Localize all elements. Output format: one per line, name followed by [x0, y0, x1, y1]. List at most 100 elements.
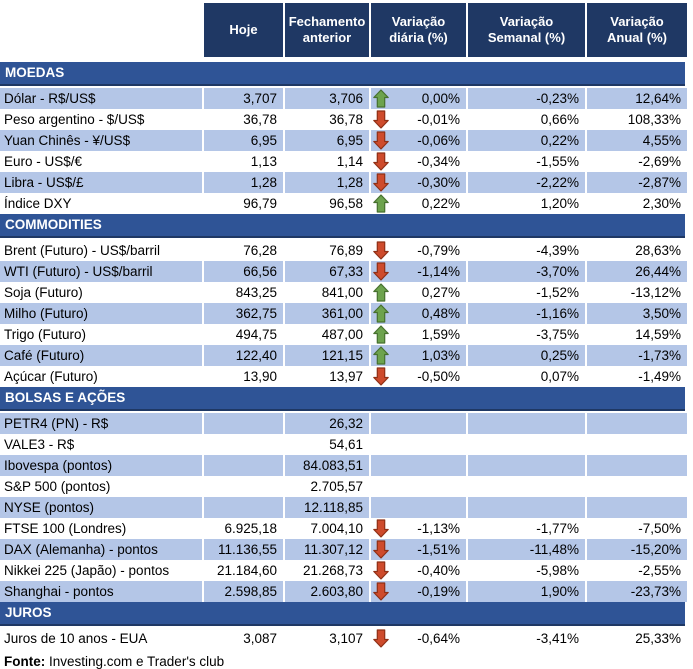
cell-variacao-anual: [587, 497, 687, 518]
table-row: Trigo (Futuro) 494,75 487,00 1,59% -3,75% 14,…: [0, 324, 687, 345]
row-label: Juros de 10 anos - EUA: [0, 628, 202, 649]
cell-variacao-diaria: -0,01%: [371, 109, 466, 130]
cell-variacao-anual: 4,55%: [587, 130, 687, 151]
arrow-down-icon: [373, 367, 389, 386]
cell-hoje: 6.925,18: [204, 518, 283, 539]
cell-hoje: [204, 497, 283, 518]
cell-fechamento-anterior: 1,28: [285, 172, 369, 193]
cell-variacao-semanal: -3,75%: [468, 324, 585, 345]
cell-variacao-semanal: [468, 434, 585, 455]
arrow-up-icon: [373, 325, 389, 344]
cell-variacao-anual: -1,73%: [587, 345, 687, 366]
table-row: Brent (Futuro) - US$/barril 76,28 76,89 -0,…: [0, 240, 687, 261]
cell-variacao-anual: -23,73%: [587, 581, 687, 602]
column-header-hoje: Hoje: [204, 3, 283, 57]
table-row: FTSE 100 (Londres) 6.925,18 7.004,10 -1,13%…: [0, 518, 687, 539]
table-row: Milho (Futuro) 362,75 361,00 0,48% -1,16% 3,5…: [0, 303, 687, 324]
cell-variacao-diaria: [371, 434, 466, 455]
section-header-juros: JUROS: [0, 602, 685, 626]
cell-hoje: [204, 413, 283, 434]
cell-variacao-diaria: 0,27%: [371, 282, 466, 303]
cell-fechamento-anterior: 3,706: [285, 88, 369, 109]
cell-hoje: 843,25: [204, 282, 283, 303]
cell-variacao-anual: 28,63%: [587, 240, 687, 261]
cell-fechamento-anterior: 3,107: [285, 628, 369, 649]
cell-variacao-semanal: -1,52%: [468, 282, 585, 303]
cell-variacao-anual: 12,64%: [587, 88, 687, 109]
cell-fechamento-anterior: 2.705,57: [285, 476, 369, 497]
row-label: Brent (Futuro) - US$/barril: [0, 240, 202, 261]
table-row: Euro - US$/€ 1,13 1,14 -0,34% -1,55% -2,69%: [0, 151, 687, 172]
cell-variacao-anual: 26,44%: [587, 261, 687, 282]
row-label: VALE3 - R$: [0, 434, 202, 455]
cell-variacao-semanal: -2,22%: [468, 172, 585, 193]
arrow-down-icon: [373, 262, 389, 281]
cell-fechamento-anterior: 54,61: [285, 434, 369, 455]
row-label: Peso argentino - $/US$: [0, 109, 202, 130]
cell-fechamento-anterior: 487,00: [285, 324, 369, 345]
row-label: S&P 500 (pontos): [0, 476, 202, 497]
column-header-variacao-semanal: Variação Semanal (%): [468, 3, 585, 57]
arrow-down-icon: [373, 152, 389, 171]
cell-variacao-semanal: 0,66%: [468, 109, 585, 130]
cell-fechamento-anterior: 361,00: [285, 303, 369, 324]
table-row: PETR4 (PN) - R$ 26,32: [0, 413, 687, 434]
cell-hoje: 13,90: [204, 366, 283, 387]
section-header-bolsas-e-acoes: BOLSAS E AÇÕES: [0, 387, 685, 411]
cell-hoje: 21.184,60: [204, 560, 283, 581]
arrow-up-icon: [373, 304, 389, 323]
row-label: NYSE (pontos): [0, 497, 202, 518]
table-row: Soja (Futuro) 843,25 841,00 0,27% -1,52% -13,…: [0, 282, 687, 303]
table-row: Peso argentino - $/US$ 36,78 36,78 -0,01% 0,…: [0, 109, 687, 130]
cell-variacao-anual: [587, 434, 687, 455]
cell-hoje: 2.598,85: [204, 581, 283, 602]
cell-variacao-anual: -2,69%: [587, 151, 687, 172]
cell-variacao-semanal: [468, 476, 585, 497]
cell-fechamento-anterior: 76,89: [285, 240, 369, 261]
row-label: WTI (Futuro) - US$/barril: [0, 261, 202, 282]
cell-variacao-semanal: 0,25%: [468, 345, 585, 366]
row-label: Yuan Chinês - ¥/US$: [0, 130, 202, 151]
cell-variacao-diaria: [371, 413, 466, 434]
arrow-up-icon: [373, 283, 389, 302]
cell-variacao-anual: 25,33%: [587, 628, 687, 649]
arrow-down-icon: [373, 629, 389, 648]
cell-variacao-anual: 14,59%: [587, 324, 687, 345]
cell-hoje: 1,28: [204, 172, 283, 193]
cell-variacao-semanal: -11,48%: [468, 539, 585, 560]
cell-fechamento-anterior: 96,58: [285, 193, 369, 214]
cell-variacao-semanal: 0,07%: [468, 366, 585, 387]
cell-variacao-diaria: -0,79%: [371, 240, 466, 261]
arrow-down-icon: [373, 582, 389, 601]
row-label: Soja (Futuro): [0, 282, 202, 303]
column-header-variacao-diaria: Variação diária (%): [371, 3, 466, 57]
cell-hoje: [204, 455, 283, 476]
cell-variacao-semanal: [468, 497, 585, 518]
arrow-up-icon: [373, 194, 389, 213]
row-label: PETR4 (PN) - R$: [0, 413, 202, 434]
cell-variacao-anual: [587, 476, 687, 497]
cell-fechamento-anterior: 121,15: [285, 345, 369, 366]
cell-variacao-anual: [587, 455, 687, 476]
cell-variacao-semanal: -0,23%: [468, 88, 585, 109]
cell-variacao-diaria: 1,03%: [371, 345, 466, 366]
table-row: Açúcar (Futuro) 13,90 13,97 -0,50% 0,07% -1,4…: [0, 366, 687, 387]
cell-fechamento-anterior: 2.603,80: [285, 581, 369, 602]
table-row: Ibovespa (pontos) 84.083,51: [0, 455, 687, 476]
table-row: DAX (Alemanha) - pontos 11.136,55 11.307,1…: [0, 539, 687, 560]
row-label: FTSE 100 (Londres): [0, 518, 202, 539]
cell-variacao-diaria: -0,19%: [371, 581, 466, 602]
cell-variacao-anual: -15,20%: [587, 539, 687, 560]
footer-source: Fonte: Investing.com e Trader's club: [4, 654, 693, 669]
row-label: Nikkei 225 (Japão) - pontos: [0, 560, 202, 581]
cell-variacao-anual: 3,50%: [587, 303, 687, 324]
table-row: Nikkei 225 (Japão) - pontos 21.184,60 21.2…: [0, 560, 687, 581]
table-row: VALE3 - R$ 54,61: [0, 434, 687, 455]
cell-fechamento-anterior: 11.307,12: [285, 539, 369, 560]
cell-hoje: 1,13: [204, 151, 283, 172]
row-label: Dólar - R$/US$: [0, 88, 202, 109]
cell-fechamento-anterior: 841,00: [285, 282, 369, 303]
arrow-up-icon: [373, 89, 389, 108]
cell-variacao-semanal: -3,41%: [468, 628, 585, 649]
cell-fechamento-anterior: 6,95: [285, 130, 369, 151]
